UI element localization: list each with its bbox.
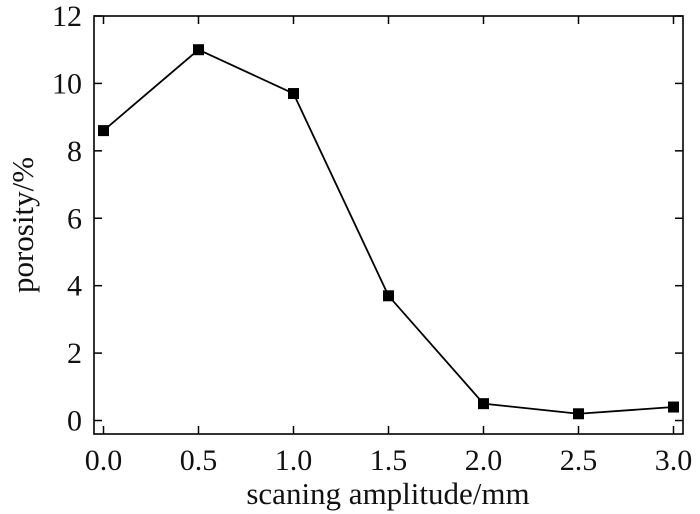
x-axis-ticks: 0.0 0.5 1.0 1.5 2.0 2.5 3.0 [85,16,693,477]
data-point-marker [573,408,584,420]
y-tick-label: 0 [67,405,82,438]
data-point-marker [668,401,679,413]
data-point-marker [98,125,109,137]
y-tick-label: 6 [67,202,82,235]
x-tick-label: 2.5 [560,444,598,477]
plot-frame [93,15,684,435]
series-layer [98,44,679,420]
x-tick-label: 0.5 [180,444,218,477]
data-point-marker [383,290,394,302]
y-tick-label: 12 [52,0,82,33]
y-axis-ticks: 0 2 4 6 8 10 12 [52,0,683,438]
series-line [102,48,674,415]
data-point-marker [478,398,489,410]
y-tick-label: 10 [52,67,82,100]
x-tick-label: 0.0 [85,444,123,477]
y-tick-label: 2 [67,337,82,370]
y-axis-title: porosity/% [5,157,40,293]
x-tick-label: 3.0 [655,444,693,477]
x-tick-label: 1.5 [370,444,408,477]
data-point-marker [288,88,299,100]
y-tick-label: 8 [67,135,82,168]
data-point-marker [193,44,204,56]
y-tick-label: 4 [67,270,82,303]
x-axis-title: scaning amplitude/mm [246,476,529,511]
x-tick-label: 2.0 [465,444,503,477]
x-tick-label: 1.0 [275,444,313,477]
